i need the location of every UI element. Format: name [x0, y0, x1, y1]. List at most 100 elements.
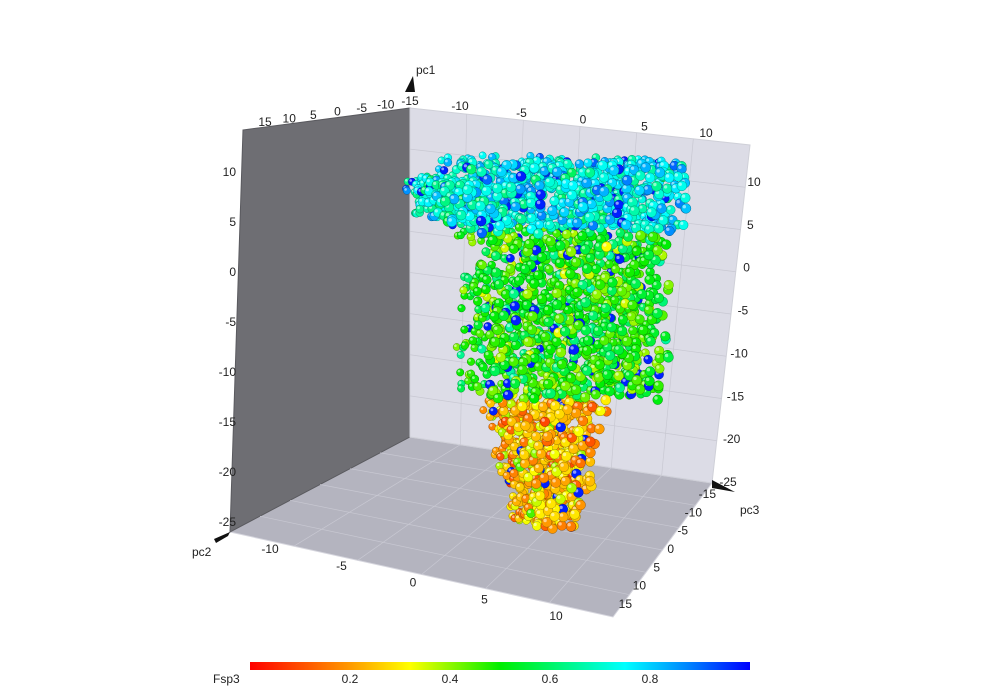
data-point-highlight — [520, 310, 524, 314]
data-point-highlight — [606, 261, 610, 265]
data-point-highlight — [528, 214, 532, 218]
data-point-highlight — [567, 296, 571, 300]
data-point-highlight — [454, 344, 457, 348]
data-point-highlight — [545, 427, 549, 431]
data-point-highlight — [458, 163, 463, 167]
data-point-highlight — [535, 363, 539, 367]
data-point-highlight — [611, 297, 615, 301]
data-point-highlight — [492, 252, 496, 256]
data-point-highlight — [529, 439, 533, 443]
data-point — [460, 341, 469, 350]
data-point-highlight — [675, 193, 679, 197]
data-point-highlight — [558, 194, 562, 198]
grid-line — [289, 499, 647, 573]
data-point-highlight — [502, 272, 506, 276]
data-point-highlight — [471, 279, 475, 283]
data-point-highlight — [543, 158, 547, 162]
data-point-highlight — [563, 338, 567, 341]
data-point — [515, 482, 525, 492]
data-point-highlight — [502, 182, 506, 187]
data-point-highlight — [465, 275, 469, 279]
data-point-highlight — [597, 260, 601, 264]
data-point-highlight — [656, 365, 660, 369]
data-point — [456, 368, 465, 377]
data-point-highlight — [483, 276, 487, 280]
data-point — [626, 311, 637, 322]
data-point — [473, 382, 482, 391]
data-point — [590, 389, 601, 400]
data-point-highlight — [527, 261, 531, 265]
data-point-highlight — [588, 425, 592, 429]
data-point — [459, 286, 468, 295]
data-point-highlight — [461, 327, 465, 330]
data-point-highlight — [492, 167, 496, 171]
data-point-highlight — [587, 387, 591, 391]
data-point-highlight — [520, 201, 525, 205]
grid-line — [319, 484, 663, 551]
data-point-highlight — [624, 362, 628, 366]
data-point-highlight — [441, 167, 445, 171]
data-point-highlight — [510, 470, 514, 474]
data-point-highlight — [610, 340, 614, 343]
data-point — [585, 253, 596, 263]
data-point-highlight — [469, 383, 473, 387]
data-point-highlight — [487, 400, 491, 404]
data-point-highlight — [546, 266, 550, 270]
data-point-highlight — [521, 265, 526, 269]
data-point-highlight — [414, 187, 418, 191]
data-point-highlight — [621, 300, 626, 304]
data-point-highlight — [474, 383, 478, 387]
data-point-highlight — [647, 268, 651, 272]
data-point — [544, 264, 554, 274]
data-point-highlight — [510, 493, 513, 497]
data-point — [481, 247, 491, 257]
data-point-highlight — [531, 354, 535, 358]
data-point-highlight — [479, 261, 483, 265]
data-point-highlight — [629, 156, 632, 160]
data-point — [402, 186, 411, 195]
data-point-highlight — [552, 463, 556, 467]
data-point-highlight — [669, 216, 673, 221]
data-point-highlight — [521, 332, 525, 336]
data-point-highlight — [556, 282, 560, 286]
data-point-highlight — [419, 198, 423, 202]
data-point-highlight — [481, 381, 485, 385]
data-point-highlight — [628, 161, 632, 165]
data-point-highlight — [487, 414, 491, 417]
data-point-highlight — [472, 376, 475, 379]
data-point-highlight — [643, 321, 647, 325]
data-point-highlight — [478, 238, 482, 241]
data-point-highlight — [678, 165, 682, 169]
data-point-highlight — [472, 328, 475, 332]
data-point — [583, 158, 593, 168]
data-point-highlight — [457, 369, 461, 373]
data-point — [599, 335, 610, 346]
data-point — [631, 246, 642, 257]
data-point-highlight — [539, 413, 543, 417]
data-point-highlight — [616, 255, 620, 260]
data-point — [525, 197, 536, 208]
data-point-highlight — [485, 323, 488, 327]
data-point-highlight — [419, 174, 422, 178]
data-point-highlight — [502, 245, 505, 249]
data-point-highlight — [488, 262, 492, 265]
data-point-highlight — [486, 398, 489, 401]
data-point-highlight — [463, 164, 467, 168]
data-point-highlight — [516, 440, 520, 443]
data-point-highlight — [587, 458, 591, 462]
data-point-highlight — [564, 160, 568, 164]
data-point-highlight — [642, 221, 646, 225]
data-point-highlight — [404, 188, 407, 191]
data-point-highlight — [527, 153, 531, 156]
data-point — [486, 399, 495, 408]
data-point-highlight — [536, 221, 540, 225]
data-point-highlight — [508, 418, 512, 422]
data-point-highlight — [498, 381, 502, 384]
data-point-highlight — [460, 287, 464, 291]
data-point — [456, 231, 465, 240]
data-point-highlight — [516, 484, 520, 487]
data-point-highlight — [619, 316, 623, 320]
data-point-highlight — [551, 278, 555, 282]
data-point-highlight — [513, 499, 517, 502]
data-point-highlight — [530, 493, 534, 497]
